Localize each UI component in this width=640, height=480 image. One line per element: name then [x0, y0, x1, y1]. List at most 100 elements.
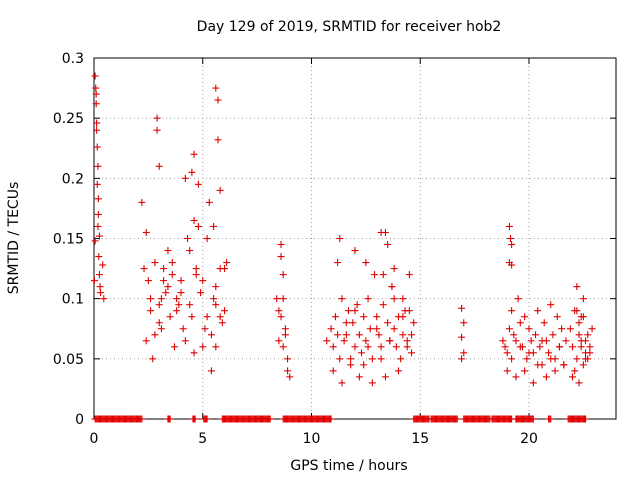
- data-point: [164, 247, 172, 255]
- data-point: [147, 307, 155, 315]
- data-point: [558, 325, 566, 333]
- data-point: [408, 331, 416, 339]
- zero-data-point: [203, 415, 211, 423]
- data-point: [507, 235, 515, 242]
- data-point: [536, 343, 544, 351]
- y-tick-label: 0: [75, 412, 84, 428]
- data-point: [569, 343, 576, 351]
- data-point: [410, 319, 418, 327]
- data-point: [575, 379, 583, 387]
- data-point: [505, 325, 513, 333]
- data-point: [331, 313, 339, 321]
- data-point: [93, 119, 101, 127]
- data-point: [323, 337, 331, 345]
- data-point: [190, 349, 198, 357]
- data-point: [177, 277, 185, 285]
- data-point: [336, 235, 344, 242]
- data-point: [279, 271, 287, 279]
- data-point: [140, 265, 148, 273]
- data-point: [375, 331, 383, 339]
- data-point: [386, 337, 394, 345]
- data-point: [399, 313, 407, 321]
- data-point: [377, 355, 385, 363]
- y-tick-label: 0.3: [62, 51, 84, 67]
- data-point: [92, 100, 100, 108]
- data-point: [460, 319, 468, 327]
- data-point: [366, 325, 374, 333]
- x-axis-label: GPS time / hours: [290, 458, 407, 474]
- y-axis-label: SRMTID / TECUs: [6, 182, 22, 295]
- data-point: [277, 253, 285, 261]
- data-point: [355, 373, 363, 381]
- data-point: [460, 349, 468, 357]
- data-point: [553, 313, 561, 321]
- data-point: [364, 295, 372, 303]
- data-point: [334, 259, 342, 267]
- data-point: [93, 126, 101, 134]
- data-point: [575, 319, 583, 327]
- data-point: [155, 319, 163, 327]
- data-point: [588, 325, 596, 333]
- data-point: [586, 349, 594, 357]
- data-point: [155, 301, 163, 309]
- data-point: [151, 331, 159, 339]
- data-point: [273, 295, 281, 303]
- data-point: [173, 295, 181, 303]
- data-point: [551, 367, 559, 375]
- data-point: [351, 247, 359, 255]
- data-point: [373, 325, 381, 333]
- data-point: [147, 295, 155, 303]
- data-point: [573, 307, 581, 315]
- data-point: [516, 343, 524, 351]
- data-point: [569, 373, 576, 381]
- data-point: [360, 361, 368, 369]
- data-point: [542, 373, 550, 381]
- data-point: [399, 331, 407, 339]
- data-point: [384, 241, 392, 249]
- data-point: [329, 343, 337, 351]
- data-point: [560, 361, 568, 369]
- data-point: [221, 307, 228, 315]
- data-point: [368, 379, 376, 387]
- data-point: [377, 228, 385, 236]
- data-point: [91, 237, 99, 245]
- data-point: [373, 313, 381, 321]
- data-point: [347, 361, 355, 369]
- data-point: [190, 216, 198, 224]
- zero-data-point: [138, 415, 146, 423]
- data-point: [336, 355, 344, 363]
- data-point: [521, 367, 529, 375]
- data-point: [94, 210, 102, 218]
- chart-title: Day 129 of 2019, SRMTID for receiver hob…: [197, 19, 502, 35]
- zero-data-point: [266, 415, 274, 423]
- data-point: [197, 289, 205, 297]
- data-point: [181, 174, 189, 182]
- data-point: [100, 295, 108, 303]
- data-point: [342, 331, 350, 339]
- data-point: [368, 355, 376, 363]
- data-point: [216, 313, 224, 321]
- tick-labels: 0 0.05 0.1 0.15 0.2 0.25 0.3 0 5 10 15 20: [53, 51, 538, 447]
- data-point: [527, 337, 535, 345]
- data-point: [505, 222, 513, 230]
- data-point: [512, 337, 520, 345]
- data-point: [338, 295, 346, 303]
- data-point: [186, 247, 194, 255]
- data-point: [577, 343, 585, 351]
- data-point: [94, 162, 102, 170]
- data-point: [179, 325, 187, 333]
- data-point: [547, 301, 555, 309]
- y-tick-label: 0.25: [53, 111, 84, 127]
- data-point: [157, 325, 165, 333]
- data-point: [584, 331, 592, 339]
- data-point: [181, 337, 189, 345]
- data-point: [351, 307, 359, 315]
- data-point: [586, 343, 594, 351]
- data-point: [192, 265, 200, 273]
- data-point: [223, 259, 231, 267]
- data-point: [151, 259, 159, 267]
- data-point: [349, 319, 357, 327]
- data-point: [327, 325, 335, 333]
- data-point: [545, 349, 553, 357]
